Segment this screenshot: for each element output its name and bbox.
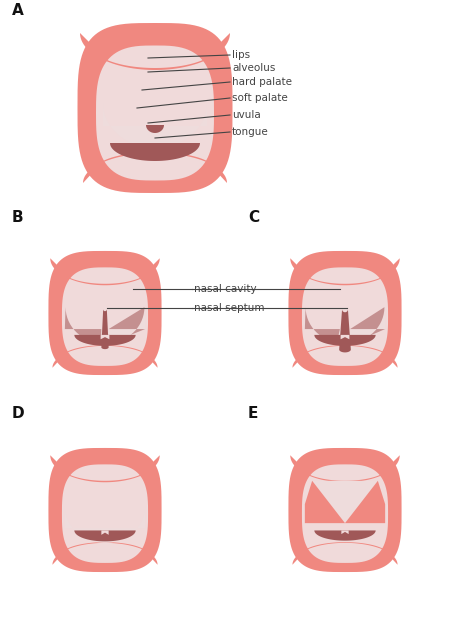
Text: alveolus: alveolus [232, 63, 275, 73]
Text: nasal septum: nasal septum [194, 303, 264, 313]
Text: hard palate: hard palate [232, 77, 292, 87]
Polygon shape [80, 33, 230, 70]
Text: nasal cavity: nasal cavity [194, 284, 256, 294]
Polygon shape [65, 307, 145, 344]
Text: D: D [12, 406, 25, 421]
Polygon shape [100, 335, 109, 339]
Text: E: E [248, 406, 258, 421]
Polygon shape [53, 542, 157, 565]
Polygon shape [83, 152, 227, 183]
Polygon shape [53, 345, 157, 368]
Polygon shape [103, 103, 207, 148]
Polygon shape [288, 448, 401, 572]
Polygon shape [109, 307, 145, 344]
Text: uvula: uvula [232, 110, 261, 120]
Polygon shape [345, 481, 385, 523]
Polygon shape [339, 310, 351, 352]
Polygon shape [101, 310, 109, 349]
Polygon shape [65, 506, 145, 543]
Polygon shape [74, 531, 136, 541]
Text: soft palate: soft palate [232, 93, 288, 103]
Text: C: C [248, 210, 259, 225]
Polygon shape [48, 251, 162, 375]
Polygon shape [96, 45, 214, 180]
Polygon shape [350, 307, 385, 343]
Text: B: B [12, 210, 24, 225]
Text: tongue: tongue [232, 127, 269, 137]
Polygon shape [48, 448, 162, 572]
Polygon shape [292, 542, 398, 565]
Polygon shape [101, 531, 109, 535]
Polygon shape [290, 258, 400, 285]
Polygon shape [314, 531, 376, 541]
Polygon shape [288, 251, 401, 375]
Polygon shape [290, 455, 400, 482]
Polygon shape [62, 268, 148, 366]
Polygon shape [74, 335, 136, 346]
Polygon shape [62, 464, 148, 563]
Polygon shape [292, 345, 398, 368]
Polygon shape [78, 23, 233, 193]
Polygon shape [110, 143, 200, 161]
Polygon shape [146, 125, 164, 133]
Polygon shape [305, 307, 385, 344]
Polygon shape [305, 481, 345, 523]
Polygon shape [341, 531, 349, 534]
Polygon shape [50, 455, 160, 482]
Polygon shape [50, 258, 160, 285]
Polygon shape [302, 268, 388, 366]
Polygon shape [65, 307, 101, 344]
Polygon shape [312, 481, 378, 523]
Polygon shape [341, 335, 349, 339]
Polygon shape [314, 335, 376, 346]
Text: lips: lips [232, 50, 250, 60]
Text: A: A [12, 3, 24, 18]
Polygon shape [302, 464, 388, 563]
Polygon shape [305, 307, 340, 343]
